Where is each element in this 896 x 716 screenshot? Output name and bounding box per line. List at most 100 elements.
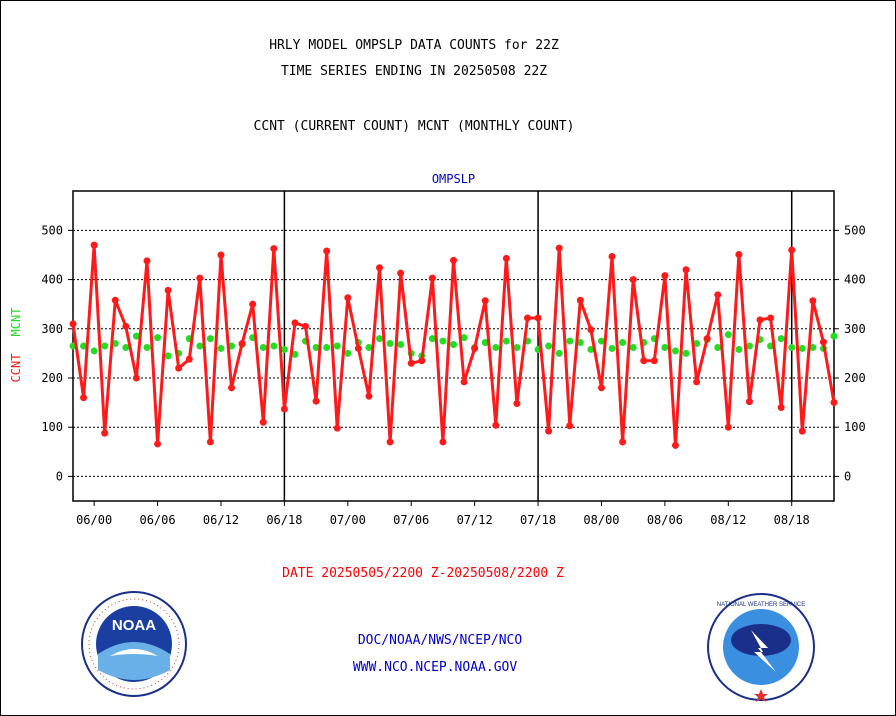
mcnt-point xyxy=(735,345,743,353)
ccnt-point xyxy=(471,344,479,352)
y-axis-label-ccnt: CCNT xyxy=(9,354,23,383)
ccnt-point xyxy=(143,257,151,265)
ccnt-point xyxy=(671,441,679,449)
ccnt-point xyxy=(619,438,627,446)
x-tick-label: 08/00 xyxy=(583,513,619,527)
ccnt-point xyxy=(714,291,722,299)
ccnt-point xyxy=(249,300,257,308)
chart-series-title: OMPSLP xyxy=(432,172,475,186)
mcnt-point xyxy=(798,344,806,352)
mcnt-point xyxy=(154,334,162,342)
ccnt-point xyxy=(502,254,510,262)
ccnt-point xyxy=(302,322,310,330)
x-tick-label: 06/18 xyxy=(266,513,302,527)
date-range-label: DATE 20250505/2200 Z-20250508/2200 Z xyxy=(282,566,564,581)
x-tick-label: 07/18 xyxy=(520,513,556,527)
ccnt-point xyxy=(724,423,732,431)
x-tick-label: 07/00 xyxy=(330,513,366,527)
ccnt-point xyxy=(566,422,574,430)
mcnt-point xyxy=(101,342,109,350)
mcnt-point xyxy=(460,334,468,342)
nws-logo: NATIONAL WEATHER SERVICE xyxy=(707,593,815,702)
mcnt-point xyxy=(196,342,204,350)
ccnt-point xyxy=(693,378,701,386)
ccnt-point xyxy=(629,276,637,284)
mcnt-point xyxy=(745,342,753,350)
ccnt-point xyxy=(196,274,204,282)
y-tick-label-right: 200 xyxy=(844,371,866,385)
ccnt-point xyxy=(650,357,658,365)
mcnt-point xyxy=(450,341,457,349)
ccnt-point xyxy=(397,269,405,277)
mcnt-point xyxy=(682,349,690,357)
mcnt-point xyxy=(597,337,605,345)
ccnt-point xyxy=(386,438,394,446)
mcnt-point xyxy=(270,342,278,350)
ccnt-point xyxy=(756,316,764,324)
chart-title-line1: HRLY MODEL OMPSLP DATA COUNTS for 22Z xyxy=(269,38,559,53)
mcnt-point xyxy=(566,337,574,345)
x-tick-label: 08/12 xyxy=(710,513,746,527)
mcnt-point xyxy=(143,343,151,351)
ccnt-point xyxy=(132,374,140,382)
ccnt-point xyxy=(450,256,457,264)
mcnt-point xyxy=(164,352,172,360)
noaa-logo-text: NOAA xyxy=(112,617,156,634)
ccnt-point xyxy=(777,404,785,412)
ccnt-point xyxy=(270,245,278,253)
mcnt-point xyxy=(132,332,140,340)
ccnt-point xyxy=(460,378,468,386)
mcnt-point xyxy=(777,335,785,343)
ccnt-point xyxy=(661,272,669,280)
y-tick-label-left: 400 xyxy=(41,273,63,287)
mcnt-point xyxy=(386,340,394,348)
y-tick-label-right: 500 xyxy=(844,223,866,237)
ccnt-point xyxy=(608,252,616,260)
ccnt-point xyxy=(428,274,436,282)
ccnt-point xyxy=(809,297,817,305)
ccnt-point xyxy=(238,340,246,348)
mcnt-point xyxy=(809,343,817,351)
x-tick-label: 08/18 xyxy=(774,513,810,527)
nws-logo-text: NATIONAL WEATHER SERVICE xyxy=(717,602,805,608)
mcnt-point xyxy=(502,337,510,345)
mcnt-point xyxy=(576,339,584,347)
mcnt-point xyxy=(619,339,627,347)
y-axis-label-mcnt: MCNT xyxy=(9,308,23,337)
ccnt-point xyxy=(576,296,584,304)
ccnt-point xyxy=(365,392,373,400)
mcnt-point xyxy=(365,343,373,351)
mcnt-point xyxy=(724,331,732,339)
y-tick-label-right: 0 xyxy=(844,469,851,483)
ccnt-point xyxy=(523,314,531,322)
org-path-label: DOC/NOAA/NWS/NCEP/NCO xyxy=(357,633,523,648)
y-tick-label-right: 400 xyxy=(844,273,866,287)
mcnt-point xyxy=(397,341,405,349)
ccnt-point xyxy=(344,294,352,302)
mcnt-point xyxy=(80,342,88,350)
ccnt-point xyxy=(354,344,362,352)
mcnt-point xyxy=(671,347,679,355)
ccnt-point xyxy=(555,244,563,252)
ccnt-point xyxy=(640,357,648,365)
ccnt-point xyxy=(788,246,796,254)
mcnt-point xyxy=(629,343,637,351)
mcnt-point xyxy=(428,335,436,343)
y-tick-label-left: 300 xyxy=(41,322,63,336)
ccnt-point xyxy=(185,355,193,363)
x-tick-label: 07/06 xyxy=(393,513,429,527)
ccnt-point xyxy=(323,247,331,255)
x-tick-label: 06/06 xyxy=(139,513,175,527)
ccnt-point xyxy=(597,384,605,392)
ccnt-point xyxy=(280,405,288,413)
ccnt-point xyxy=(703,335,711,343)
ccnt-point xyxy=(745,398,753,406)
y-tick-label-left: 500 xyxy=(41,223,63,237)
ccnt-point xyxy=(259,418,267,426)
y-tick-label-left: 100 xyxy=(41,420,63,434)
ccnt-point xyxy=(206,438,214,446)
website-label: WWW.NCO.NCEP.NOAA.GOV xyxy=(352,660,518,675)
mcnt-point xyxy=(323,343,331,351)
mcnt-point xyxy=(376,335,384,343)
mcnt-point xyxy=(333,342,341,350)
